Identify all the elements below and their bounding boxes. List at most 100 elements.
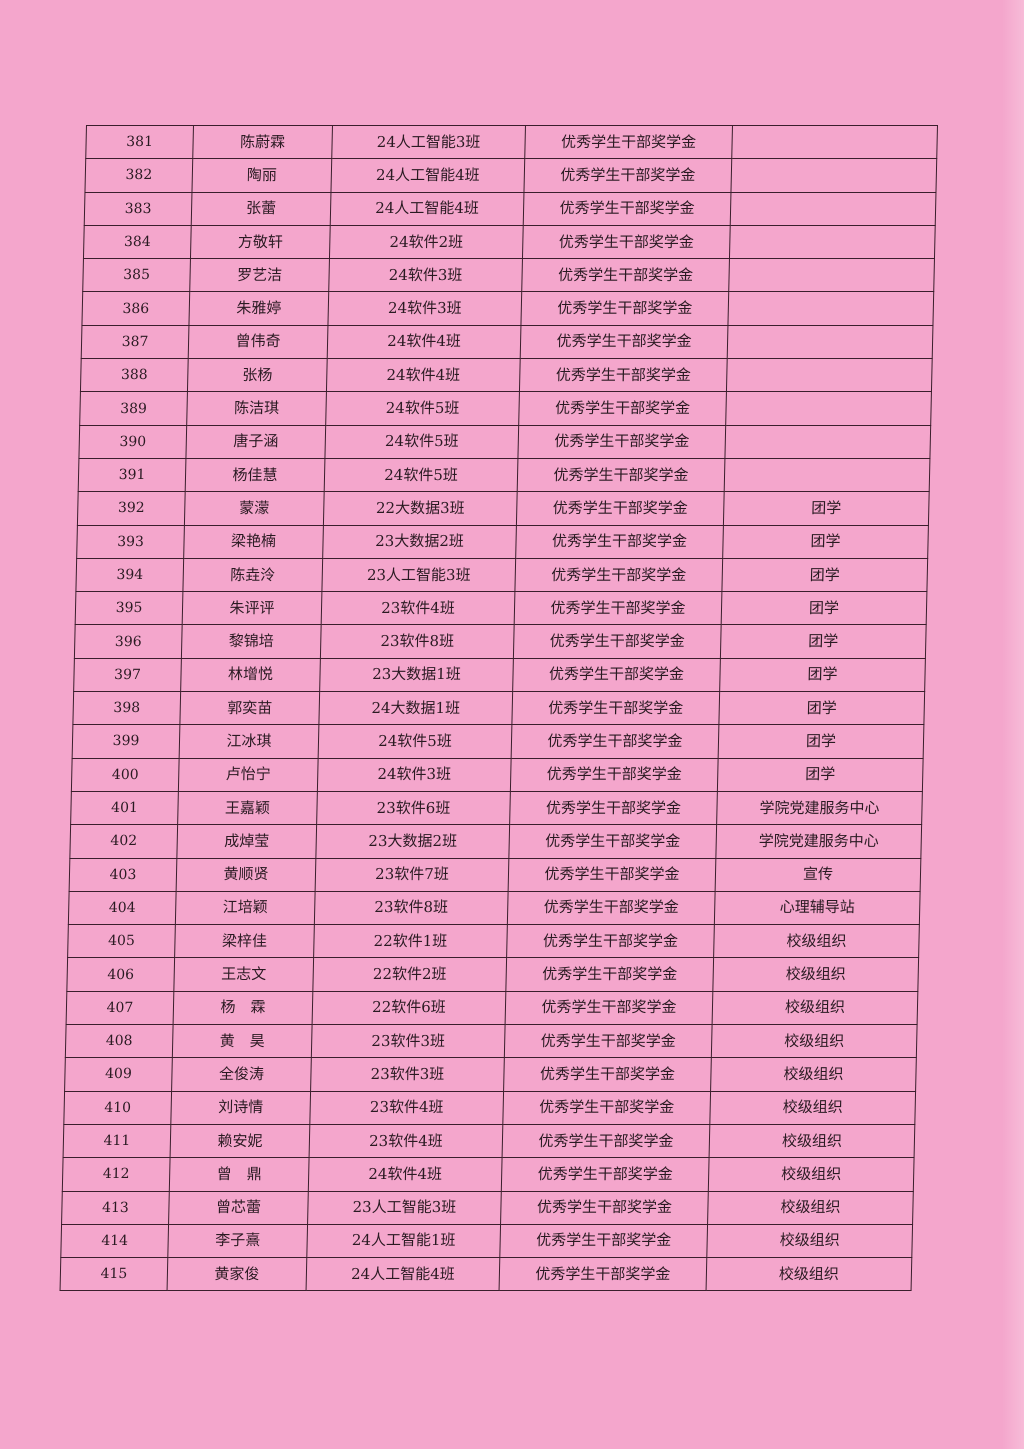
student-name-cell: 郭奕苗: [179, 691, 320, 725]
award-name-cell: 优秀学生干部奖学金: [516, 491, 725, 526]
student-name-cell: 梁艳楠: [183, 525, 324, 559]
class-name-cell: 24软件2班: [329, 225, 524, 259]
row-number-cell: 388: [80, 358, 189, 392]
row-number-cell: 382: [84, 158, 193, 193]
student-name-cell: 成焯莹: [176, 824, 317, 859]
class-name-cell: 23软件4班: [321, 591, 515, 625]
student-name-cell: 黄顺贤: [176, 858, 316, 892]
award-name-cell: 优秀学生干部奖学金: [523, 192, 731, 226]
award-name-cell: 优秀学生干部奖学金: [504, 1024, 713, 1058]
table-row: 388 张杨 24软件4班 优秀学生干部奖学金: [80, 358, 933, 392]
organization-cell: 学院党建服务中心: [716, 791, 923, 825]
award-name-cell: 优秀学生干部奖学金: [522, 225, 731, 259]
organization-cell: 团学: [718, 724, 924, 759]
table-row: 403 黄顺贤 23软件7班 优秀学生干部奖学金 宣传: [69, 858, 921, 892]
award-name-cell: 优秀学生干部奖学金: [502, 1091, 711, 1125]
organization-cell: 团学: [721, 558, 928, 592]
organization-cell: 校级组织: [711, 1024, 918, 1058]
class-name-cell: 23软件4班: [309, 1124, 503, 1158]
class-name-cell: 23软件4班: [309, 1091, 504, 1125]
row-number-cell: 415: [60, 1257, 168, 1291]
row-number-cell: 398: [72, 691, 181, 725]
table-row: 413 曾芯蕾 23人工智能3班 优秀学生干部奖学金 校级组织: [61, 1191, 914, 1225]
organization-cell: 校级组织: [710, 1057, 917, 1092]
table-row: 381 陈蔚霖 24人工智能3班 优秀学生干部奖学金: [85, 125, 938, 159]
award-name-cell: 优秀学生干部奖学金: [505, 957, 714, 992]
class-name-cell: 24人工智能3班: [331, 125, 526, 159]
class-name-cell: 22大数据3班: [323, 491, 518, 526]
student-name-cell: 黎锦培: [181, 624, 322, 659]
class-name-cell: 23大数据2班: [322, 525, 517, 559]
row-number-cell: 383: [84, 192, 192, 226]
organization-cell: [725, 391, 932, 426]
class-name-cell: 24人工智能4班: [330, 192, 524, 226]
organization-cell: 团学: [717, 758, 924, 792]
row-number-cell: 406: [66, 957, 175, 992]
table-row: 399 江冰琪 24软件5班 优秀学生干部奖学金 团学: [72, 724, 924, 759]
class-name-cell: 23软件6班: [316, 791, 511, 825]
student-name-cell: 杨 霖: [173, 991, 313, 1025]
award-name-cell: 优秀学生干部奖学金: [499, 1224, 708, 1258]
organization-cell: 宣传: [715, 858, 921, 892]
row-number-cell: 414: [60, 1224, 169, 1258]
class-name-cell: 23大数据2班: [315, 824, 510, 859]
table-row: 391 杨佳慧 24软件5班 优秀学生干部奖学金: [78, 458, 930, 492]
student-name-cell: 全俊涛: [171, 1057, 312, 1092]
organization-cell: [724, 458, 930, 492]
award-name-cell: 优秀学生干部奖学金: [502, 1124, 710, 1158]
student-name-cell: 蒙濛: [184, 491, 325, 526]
organization-cell: 团学: [721, 591, 927, 625]
table-row: 410 刘诗情 23软件4班 优秀学生干部奖学金 校级组织: [63, 1091, 916, 1125]
award-name-cell: 优秀学生干部奖学金: [503, 1057, 712, 1092]
row-number-cell: 411: [63, 1124, 171, 1158]
organization-cell: 团学: [718, 691, 925, 725]
row-number-cell: 392: [77, 491, 186, 526]
row-number-cell: 391: [78, 458, 186, 492]
student-name-cell: 杨佳慧: [185, 458, 325, 492]
award-name-cell: 优秀学生干部奖学金: [505, 991, 713, 1025]
student-name-cell: 朱评评: [182, 591, 322, 625]
organization-cell: 团学: [722, 525, 929, 559]
organization-cell: 团学: [720, 624, 927, 659]
organization-cell: 校级组织: [706, 1257, 912, 1291]
award-name-cell: 优秀学生干部奖学金: [517, 458, 725, 492]
row-number-cell: 403: [69, 858, 177, 892]
organization-cell: 校级组织: [707, 1191, 914, 1225]
row-number-cell: 405: [67, 924, 176, 958]
award-name-cell: 优秀学生干部奖学金: [521, 258, 730, 292]
class-name-cell: 24软件3班: [327, 291, 522, 326]
class-name-cell: 24人工智能4班: [330, 158, 525, 193]
class-name-cell: 24软件5班: [318, 724, 512, 759]
class-name-cell: 24软件5班: [324, 458, 518, 492]
organization-cell: [726, 358, 933, 392]
row-number-cell: 413: [61, 1191, 170, 1225]
award-name-cell: 优秀学生干部奖学金: [517, 425, 726, 459]
row-number-cell: 387: [81, 325, 189, 359]
table-row: 415 黄家俊 24人工智能4班 优秀学生干部奖学金 校级组织: [60, 1257, 912, 1291]
award-name-cell: 优秀学生干部奖学金: [519, 358, 728, 392]
table-row: 387 曾伟奇 24软件4班 优秀学生干部奖学金: [81, 325, 933, 359]
organization-cell: 校级组织: [712, 991, 918, 1025]
award-name-cell: 优秀学生干部奖学金: [515, 525, 724, 559]
table-row: 407 杨 霖 22软件6班 优秀学生干部奖学金 校级组织: [66, 991, 918, 1025]
table-row: 401 王嘉颖 23软件6班 优秀学生干部奖学金 学院党建服务中心: [70, 791, 923, 825]
organization-cell: 校级组织: [713, 924, 920, 958]
table-row: 384 方敬轩 24软件2班 优秀学生干部奖学金: [83, 225, 936, 259]
row-number-cell: 412: [62, 1157, 171, 1191]
organization-cell: [730, 158, 937, 193]
organization-cell: 团学: [723, 491, 930, 526]
student-name-cell: 江培颖: [175, 891, 316, 925]
student-name-cell: 黄 昊: [172, 1024, 313, 1058]
table-row: 398 郭奕苗 24大数据1班 优秀学生干部奖学金 团学: [72, 691, 925, 725]
award-name-cell: 优秀学生干部奖学金: [520, 291, 729, 326]
table-row: 400 卢怡宁 24软件3班 优秀学生干部奖学金 团学: [71, 758, 924, 792]
table-row: 409 全俊涛 23软件3班 优秀学生干部奖学金 校级组织: [64, 1057, 917, 1092]
student-name-cell: 曾伟奇: [188, 325, 328, 359]
class-name-cell: 24软件4班: [308, 1157, 503, 1191]
student-name-cell: 张杨: [187, 358, 328, 392]
award-name-cell: 优秀学生干部奖学金: [511, 724, 719, 759]
award-name-cell: 优秀学生干部奖学金: [509, 791, 718, 825]
award-name-cell: 优秀学生干部奖学金: [513, 624, 722, 659]
organization-cell: 心理辅导站: [714, 891, 921, 925]
class-name-cell: 24人工智能4班: [306, 1257, 500, 1291]
